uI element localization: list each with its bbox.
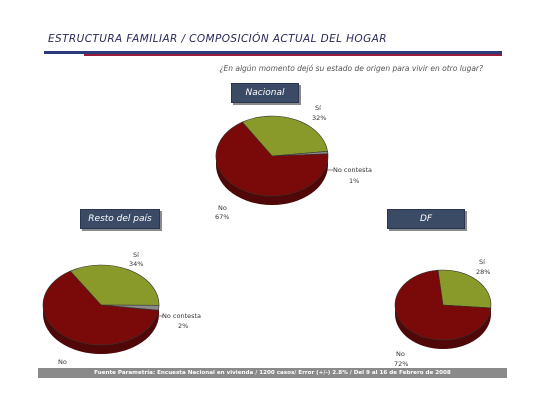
footer-source: Fuente Parametría: Encuesta Nacional en … (38, 368, 507, 378)
label-nacional-no: No (218, 204, 227, 212)
label-df-si: Sí (479, 258, 485, 266)
label-resto-si: Sí (133, 251, 139, 259)
pie-slice-1-2 (42, 270, 159, 346)
pie-slice-0-2 (215, 121, 329, 197)
label-nacional-si: Sí (315, 104, 321, 112)
title-rule-red (84, 54, 502, 56)
label-resto-nc: No contesta (162, 312, 201, 320)
label-nacional-no-pct: 67% (215, 213, 229, 221)
survey-question: ¿En algún momento dejó su estado de orig… (219, 64, 484, 73)
label-df-no-pct: 72% (394, 360, 408, 368)
badge-df: DF (387, 209, 465, 229)
label-resto-si-pct: 34% (129, 260, 143, 268)
badge-nacional: Nacional (231, 83, 299, 103)
pie-nacional (215, 115, 329, 205)
pie-slice-2-0 (437, 269, 492, 309)
label-df-no: No (396, 350, 405, 358)
label-resto-nc-pct: 2% (178, 322, 188, 330)
pie-df (394, 269, 492, 349)
label-nacional-nc-pct: 1% (349, 177, 359, 185)
pie-slice-2-1 (394, 269, 492, 341)
label-nacional-nc: No contesta (333, 166, 372, 174)
label-resto-no: No (58, 358, 67, 366)
badge-resto: Resto del país (80, 209, 160, 229)
label-df-si-pct: 28% (476, 268, 490, 276)
page-title: ESTRUCTURA FAMILIAR / COMPOSICIÓN ACTUAL… (48, 33, 387, 45)
label-nacional-si-pct: 32% (312, 114, 326, 122)
pie-resto (42, 264, 160, 354)
title-rule-blue (44, 51, 502, 54)
